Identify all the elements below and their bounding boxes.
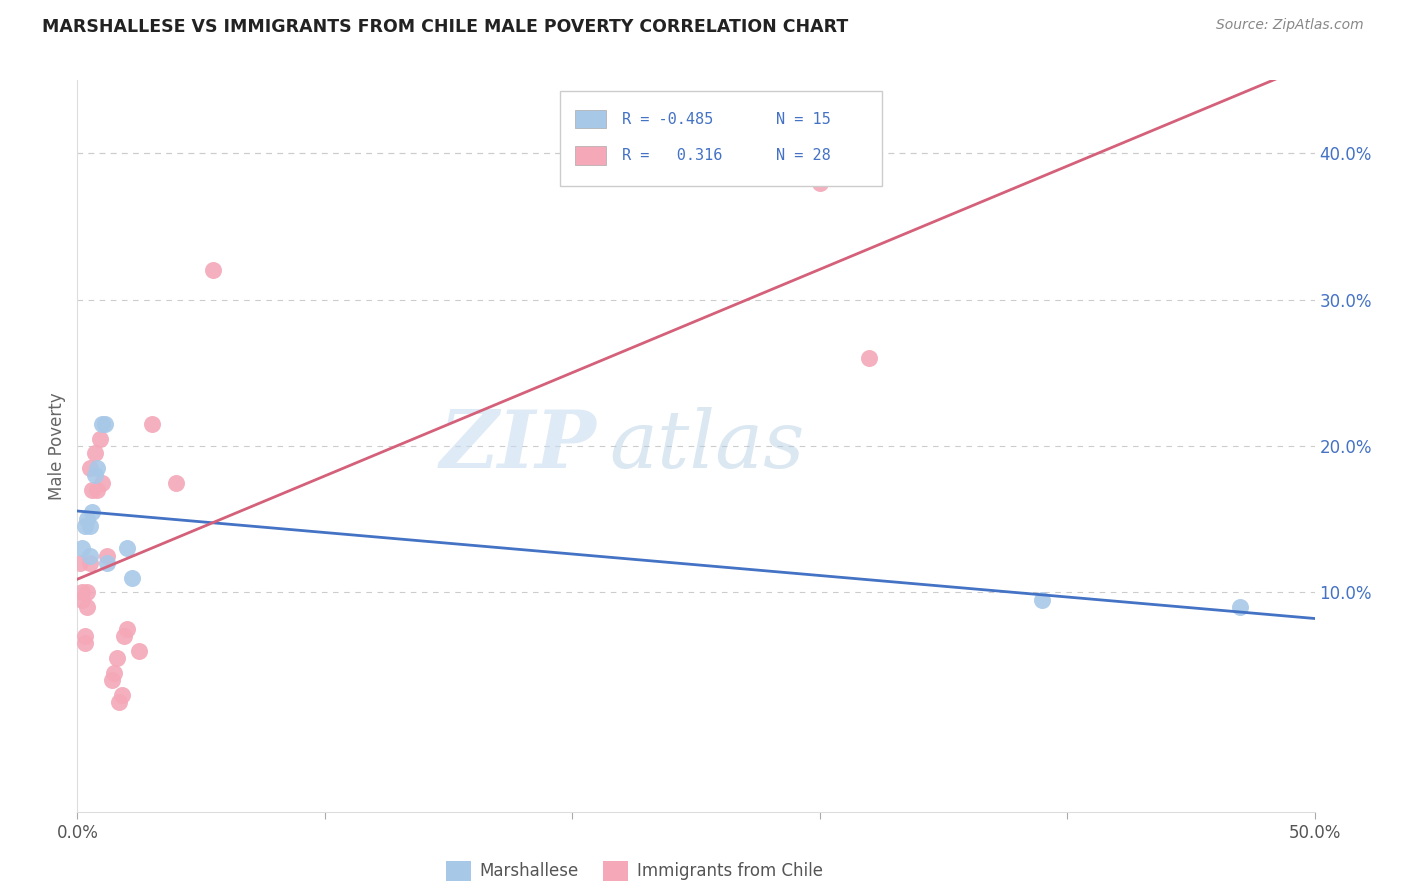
Text: R =   0.316: R = 0.316 <box>621 148 723 163</box>
Point <box>76 585 98 599</box>
Point <box>141 417 163 431</box>
Point <box>86 483 108 497</box>
Text: N = 15: N = 15 <box>776 112 831 127</box>
FancyBboxPatch shape <box>560 91 882 186</box>
Text: N = 28: N = 28 <box>776 148 831 163</box>
Point <box>101 673 124 687</box>
Point <box>128 644 150 658</box>
Point <box>112 629 135 643</box>
Point <box>165 475 187 490</box>
Text: MARSHALLESE VS IMMIGRANTS FROM CHILE MALE POVERTY CORRELATION CHART: MARSHALLESE VS IMMIGRANTS FROM CHILE MAL… <box>42 18 848 36</box>
Point <box>96 556 118 570</box>
Point <box>82 483 104 497</box>
Point <box>121 571 143 585</box>
Point <box>82 505 104 519</box>
Point <box>202 263 225 277</box>
Point <box>73 629 96 643</box>
Point <box>1031 592 1053 607</box>
Point <box>79 556 101 570</box>
Bar <box>575 146 606 165</box>
Point <box>91 475 114 490</box>
Point <box>111 688 134 702</box>
Point <box>108 695 131 709</box>
Point <box>69 556 91 570</box>
Point <box>73 636 96 650</box>
Y-axis label: Male Poverty: Male Poverty <box>48 392 66 500</box>
Point <box>91 417 114 431</box>
Point <box>105 651 128 665</box>
Point <box>93 417 115 431</box>
Point <box>808 176 831 190</box>
Text: R = -0.485: R = -0.485 <box>621 112 713 127</box>
Point <box>73 519 96 533</box>
Point <box>86 461 108 475</box>
Point <box>79 549 101 563</box>
Point <box>83 446 105 460</box>
Point <box>89 432 111 446</box>
Bar <box>575 110 606 128</box>
Point <box>79 461 101 475</box>
Point <box>72 541 94 556</box>
Legend: Marshallese, Immigrants from Chile: Marshallese, Immigrants from Chile <box>439 854 830 888</box>
Point <box>115 622 138 636</box>
Text: atlas: atlas <box>609 408 804 484</box>
Point <box>76 599 98 614</box>
Point <box>72 592 94 607</box>
Point <box>83 468 105 483</box>
Point <box>96 549 118 563</box>
Point <box>76 512 98 526</box>
Text: Source: ZipAtlas.com: Source: ZipAtlas.com <box>1216 18 1364 32</box>
Point <box>1229 599 1251 614</box>
Point <box>858 351 880 366</box>
Point <box>115 541 138 556</box>
Point <box>72 585 94 599</box>
Point <box>79 519 101 533</box>
Text: ZIP: ZIP <box>440 408 598 484</box>
Point <box>103 665 125 680</box>
